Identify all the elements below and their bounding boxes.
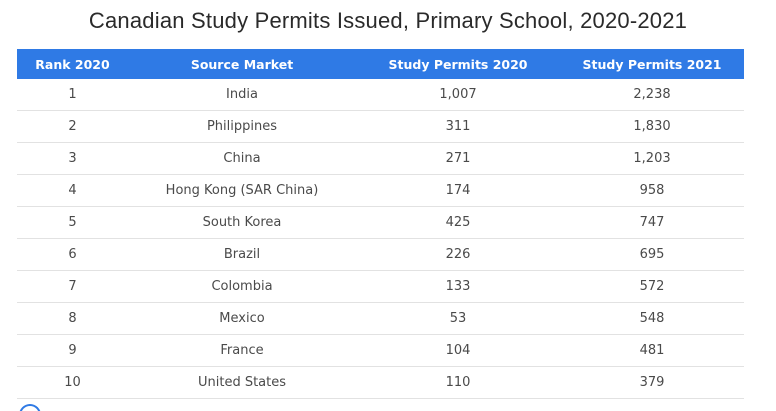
cell-permits-2021: 695 — [560, 238, 744, 271]
cell-permits-2020: 226 — [356, 238, 560, 271]
table-row: 9 France 104 481 — [17, 334, 744, 367]
cell-permits-2020: 271 — [356, 142, 560, 175]
header-source-market: Source Market — [128, 49, 356, 79]
header-study-permits-2021: Study Permits 2021 — [560, 49, 744, 79]
cell-permits-2021: 1,830 — [560, 110, 744, 143]
table-row: 2 Philippines 311 1,830 — [17, 110, 744, 143]
header-study-permits-2020: Study Permits 2020 — [356, 49, 560, 79]
page-title: Canadian Study Permits Issued, Primary S… — [88, 8, 688, 33]
cell-permits-2020: 174 — [356, 174, 560, 207]
table-row: 10 United States 110 379 — [17, 366, 744, 399]
cell-source-market: India — [128, 79, 356, 111]
cell-permits-2021: 958 — [560, 174, 744, 207]
cell-rank: 1 — [17, 79, 128, 111]
cell-permits-2020: 104 — [356, 334, 560, 367]
cell-permits-2020: 133 — [356, 270, 560, 303]
header-rank-2020: Rank 2020 — [17, 49, 128, 79]
table-row: 1 India 1,007 2,238 — [17, 79, 744, 111]
cell-permits-2021: 1,203 — [560, 142, 744, 175]
permits-table: Rank 2020 Source Market Study Permits 20… — [17, 49, 744, 399]
cell-permits-2020: 53 — [356, 302, 560, 335]
cell-source-market: Colombia — [128, 270, 356, 303]
table-row: 6 Brazil 226 695 — [17, 238, 744, 271]
table-body: 1 India 1,007 2,238 2 Philippines 311 1,… — [17, 79, 744, 399]
cell-rank: 6 — [17, 238, 128, 271]
cell-source-market: China — [128, 142, 356, 175]
cell-rank: 8 — [17, 302, 128, 335]
cell-permits-2021: 572 — [560, 270, 744, 303]
cell-permits-2021: 747 — [560, 206, 744, 239]
cell-permits-2020: 425 — [356, 206, 560, 239]
cell-source-market: Philippines — [128, 110, 356, 143]
cell-rank: 2 — [17, 110, 128, 143]
cell-permits-2020: 1,007 — [356, 79, 560, 111]
partial-circle-icon — [19, 404, 41, 411]
cell-permits-2020: 311 — [356, 110, 560, 143]
cell-rank: 5 — [17, 206, 128, 239]
cell-rank: 10 — [17, 366, 128, 399]
table-row: 5 South Korea 425 747 — [17, 206, 744, 239]
table-row: 8 Mexico 53 548 — [17, 302, 744, 335]
cell-source-market: Brazil — [128, 238, 356, 271]
table-row: 3 China 271 1,203 — [17, 142, 744, 175]
cell-permits-2021: 481 — [560, 334, 744, 367]
cell-source-market: Hong Kong (SAR China) — [128, 174, 356, 207]
cell-permits-2021: 379 — [560, 366, 744, 399]
cell-permits-2020: 110 — [356, 366, 560, 399]
cell-source-market: South Korea — [128, 206, 356, 239]
header-row: Rank 2020 Source Market Study Permits 20… — [17, 49, 744, 79]
cell-rank: 4 — [17, 174, 128, 207]
table-row: 7 Colombia 133 572 — [17, 270, 744, 303]
cell-permits-2021: 548 — [560, 302, 744, 335]
table-header: Rank 2020 Source Market Study Permits 20… — [17, 49, 744, 79]
cell-source-market: France — [128, 334, 356, 367]
cell-source-market: Mexico — [128, 302, 356, 335]
cell-permits-2021: 2,238 — [560, 79, 744, 111]
cell-rank: 9 — [17, 334, 128, 367]
cell-rank: 7 — [17, 270, 128, 303]
table-row: 4 Hong Kong (SAR China) 174 958 — [17, 174, 744, 207]
cell-rank: 3 — [17, 142, 128, 175]
cell-source-market: United States — [128, 366, 356, 399]
